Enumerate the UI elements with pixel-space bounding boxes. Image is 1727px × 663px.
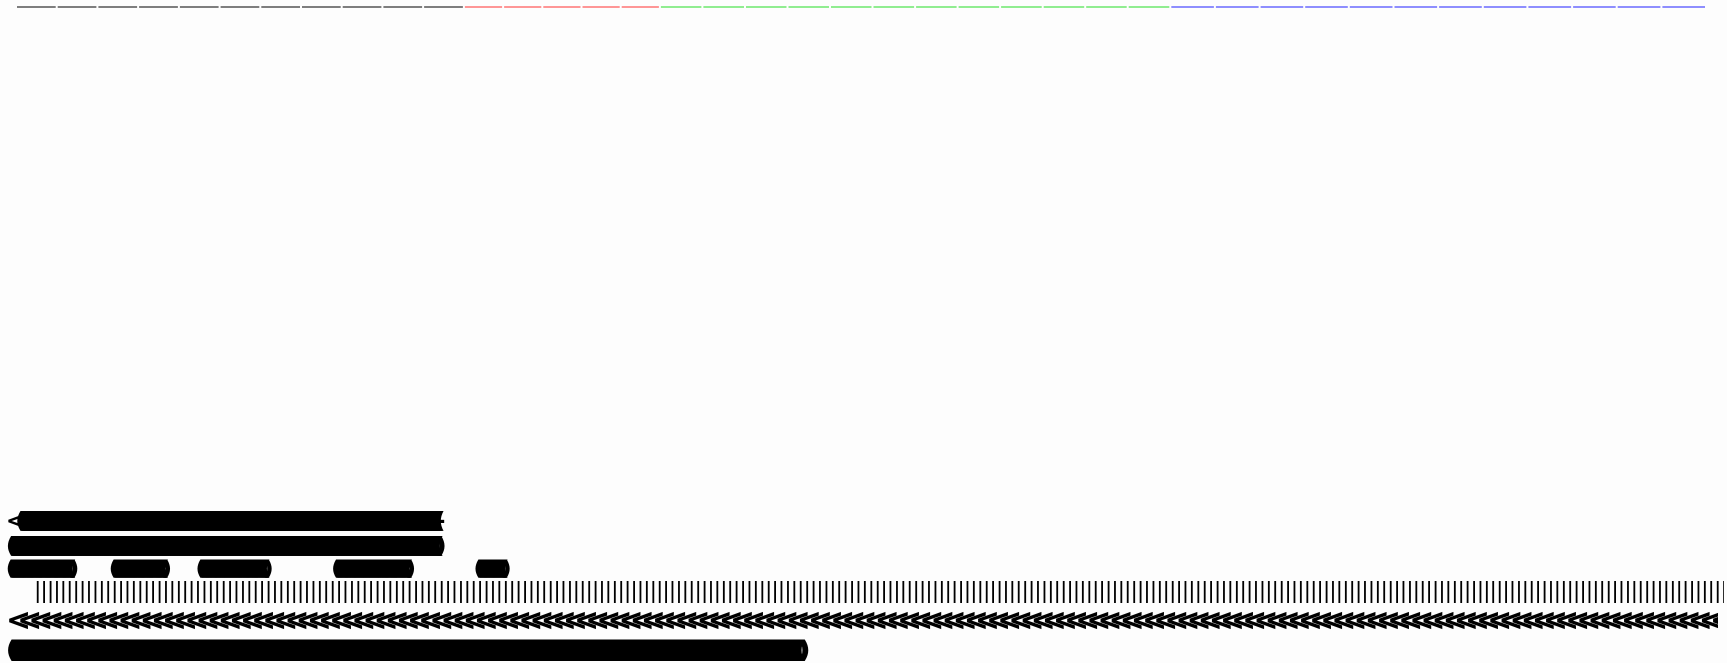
glyph-row-6: ((((((((((((((((((((((((((((((((((((((((… xyxy=(6,638,810,662)
glyph-row-4: ||||||||||||||||||||||||||||||||||||||||… xyxy=(34,581,1724,603)
glyph-row-1: <(((((((((((((((((((((((((((((((((((((((… xyxy=(6,511,445,533)
top-dashed-strip xyxy=(17,6,1705,8)
glyph-block: <(((((((((((((((((((((((((((((((((((((((… xyxy=(0,505,1727,663)
glyph-row-2: ((((((((((((((((((((((((((((((((((((((((… xyxy=(6,536,446,558)
glyph-row-5: <<<<<<<<<<<<<<<<<<<<<<<<<<<<<<<<<<<<<<<<… xyxy=(6,606,1718,636)
glyph-row-3: ((((((((((((((((((((((((((((((((((((((((… xyxy=(6,558,511,578)
